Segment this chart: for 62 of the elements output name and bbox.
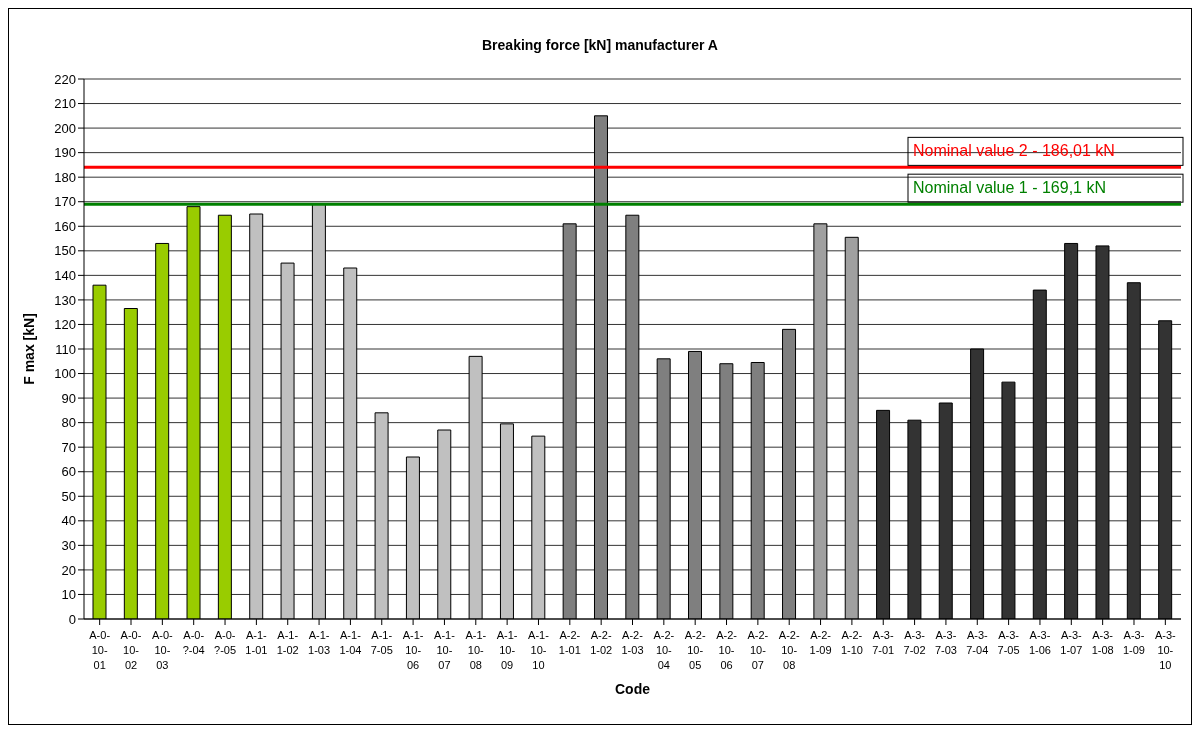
y-tick-label: 50 xyxy=(61,488,76,504)
y-tick-label: 210 xyxy=(54,96,76,112)
x-tick-label: A-2-1-02 xyxy=(590,629,613,656)
y-tick-label: 180 xyxy=(54,169,76,185)
x-tick-label: A-3-1-07 xyxy=(1060,629,1083,656)
x-tick-label: A-3-1-06 xyxy=(1028,629,1051,656)
x-tick-label: A-0-10-02 xyxy=(120,629,142,671)
x-tick-label: A-2-1-01 xyxy=(558,629,581,656)
x-tick-label: A-3-1-08 xyxy=(1091,629,1114,656)
x-tick-label: A-2-1-09 xyxy=(809,629,832,656)
x-tick-label: A-0-10-03 xyxy=(151,629,174,671)
x-tick-label: A-1-10-10 xyxy=(528,629,550,671)
x-tick-label: A-2-10-08 xyxy=(778,629,800,671)
x-tick-label: A-1-10-08 xyxy=(465,629,487,671)
y-tick-label: 170 xyxy=(54,194,76,210)
y-tick-label: 20 xyxy=(61,562,76,578)
y-tick-label: 200 xyxy=(54,120,76,136)
y-tick-label: 160 xyxy=(54,218,76,234)
x-tick-label: A-3-7-02 xyxy=(903,629,926,656)
y-tick-label: 130 xyxy=(54,292,76,308)
x-tick-label: A-1-1-03 xyxy=(308,629,331,656)
y-tick-label: 190 xyxy=(54,145,76,161)
chart-title: Breaking force [kN] manufacturer A xyxy=(481,37,719,53)
y-tick-label: 0 xyxy=(68,611,76,627)
y-tick-label: 30 xyxy=(61,537,76,553)
x-tick-label: A-2-1-03 xyxy=(621,629,644,656)
x-axis-title: Code xyxy=(615,681,651,697)
x-tick-label: A-3-7-05 xyxy=(997,629,1020,656)
x-tick-label: A-1-1-01 xyxy=(245,629,268,656)
x-tick-label: A-2-1-10 xyxy=(840,629,863,656)
y-tick-label: 90 xyxy=(61,390,76,406)
y-tick-label: 110 xyxy=(55,341,76,357)
x-tick-label: A-2-10-07 xyxy=(747,629,769,671)
x-tick-label: A-3-1-09 xyxy=(1122,629,1145,656)
x-tick-label: A-3-10-10 xyxy=(1154,629,1177,671)
y-tick-label: 80 xyxy=(61,415,76,431)
x-tick-label: A-0-?-04 xyxy=(182,629,205,656)
x-tick-label: A-1-10-07 xyxy=(434,629,456,671)
y-tick-label: 70 xyxy=(61,439,76,455)
y-axis-title: F max [kN] xyxy=(20,313,37,385)
y-tick-label: 220 xyxy=(54,71,76,87)
y-tick-label: 40 xyxy=(61,513,76,529)
ref-line-label: Nominal value 1 - 169,1 kN xyxy=(913,179,1106,197)
y-tick-label: 10 xyxy=(61,587,76,603)
x-tick-label: A-1-1-02 xyxy=(276,629,299,656)
x-tick-label: A-2-10-04 xyxy=(653,629,675,671)
x-tick-label: A-0-?-05 xyxy=(214,629,237,656)
y-tick-label: 60 xyxy=(61,464,76,480)
y-tick-label: 120 xyxy=(54,317,76,333)
y-tick-label: 100 xyxy=(54,366,76,382)
y-tick-label: 150 xyxy=(54,243,76,259)
x-tick-label: A-0-10-01 xyxy=(89,629,111,671)
x-tick-label: A-2-10-05 xyxy=(684,629,706,671)
x-tick-label: A-2-10-06 xyxy=(716,629,738,671)
x-tick-label: A-1-10-06 xyxy=(402,629,424,671)
x-tick-label: A-1-1-04 xyxy=(339,629,362,656)
x-tick-label: A-3-7-01 xyxy=(872,629,895,656)
x-tick-label: A-1-7-05 xyxy=(370,629,393,656)
x-tick-label: A-3-7-04 xyxy=(966,629,989,656)
x-tick-label: A-1-10-09 xyxy=(496,629,518,671)
x-tick-label: A-3-7-03 xyxy=(934,629,957,656)
y-tick-label: 140 xyxy=(54,267,76,283)
